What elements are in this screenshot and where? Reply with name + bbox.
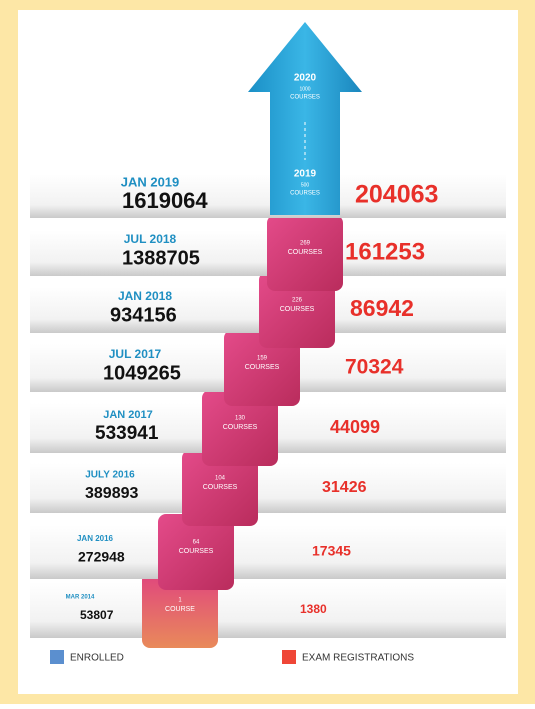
- legend-label: ENROLLED: [70, 653, 124, 664]
- infographic: 1COURSEMAR 201453807138064COURSESJAN 201…: [0, 0, 535, 704]
- enrolled: 389893: [85, 485, 138, 502]
- exam-registrations: 1380: [300, 602, 327, 616]
- arrow-count: 500: [301, 182, 310, 188]
- course-count: 159: [257, 356, 268, 362]
- arrow-year: 2020: [294, 73, 317, 84]
- enrolled: 1388705: [122, 247, 200, 269]
- course-count: 104: [215, 476, 226, 482]
- arrow-word: COURSES: [290, 95, 320, 101]
- date: JAN 2016: [77, 534, 114, 543]
- date: JULY 2016: [85, 470, 135, 481]
- date: JUL 2017: [109, 347, 162, 361]
- legend-label: EXAM REGISTRATIONS: [302, 653, 414, 664]
- enrolled: 1619064: [122, 188, 208, 213]
- course-word: COURSES: [280, 306, 315, 313]
- exam-registrations: 86942: [350, 295, 414, 321]
- course-word: COURSES: [203, 484, 238, 491]
- course-word: COURSES: [245, 364, 280, 371]
- arrow-year: 2019: [294, 169, 317, 180]
- course-count: 226: [292, 298, 303, 304]
- course-word: COURSES: [288, 249, 323, 256]
- course-count: 64: [193, 540, 200, 546]
- date: JAN 2018: [118, 289, 172, 303]
- course-count: 130: [235, 416, 246, 422]
- enrolled: 934156: [110, 304, 177, 326]
- enrolled: 53807: [80, 608, 114, 622]
- enrolled: 1049265: [103, 362, 181, 384]
- legend-swatch: [50, 650, 64, 664]
- course-word: COURSE: [165, 606, 195, 613]
- exam-registrations: 70324: [345, 356, 404, 379]
- exam-registrations: 44099: [330, 417, 380, 437]
- course-count: 269: [300, 241, 311, 247]
- date: JAN 2017: [103, 409, 153, 421]
- enrolled: 533941: [95, 423, 159, 444]
- enrolled: 272948: [78, 549, 125, 565]
- date: JUL 2018: [124, 232, 177, 246]
- exam-registrations: 17345: [312, 543, 351, 559]
- exam-registrations: 31426: [322, 479, 367, 496]
- course-word: COURSES: [223, 424, 258, 431]
- exam-registrations: 204063: [355, 181, 438, 209]
- arrow-word: COURSES: [290, 191, 320, 197]
- course-word: COURSES: [179, 548, 214, 555]
- exam-registrations: 161253: [345, 238, 425, 265]
- arrow-count: 1000: [299, 86, 310, 92]
- date: MAR 2014: [66, 595, 95, 601]
- legend-swatch: [282, 650, 296, 664]
